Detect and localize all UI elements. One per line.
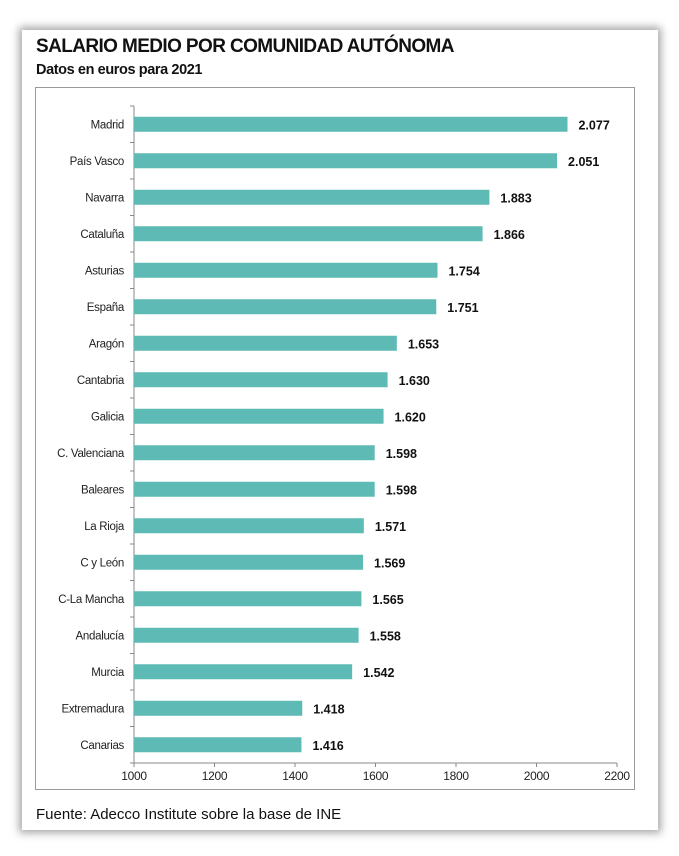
category-label: Canarias: [80, 740, 124, 752]
bar-17: [134, 737, 302, 753]
data-label: 1.571: [375, 520, 406, 534]
data-label: 1.416: [312, 739, 343, 753]
bar-12: [134, 554, 364, 570]
bar-10: [134, 481, 375, 497]
data-label: 1.418: [313, 702, 344, 716]
chart-title: SALARIO MEDIO POR COMUNIDAD AUTÓNOMA: [36, 36, 454, 57]
x-tick-label: 1800: [443, 769, 469, 783]
bar-0: [134, 116, 568, 132]
category-label: Cantabria: [77, 375, 125, 387]
category-label: Galicia: [91, 411, 125, 423]
category-label: Murcia: [91, 667, 125, 679]
bar-15: [134, 664, 353, 680]
data-label: 1.598: [386, 483, 417, 497]
data-label: 1.751: [447, 301, 478, 315]
category-label: España: [87, 302, 125, 314]
data-label: 1.754: [448, 264, 479, 278]
bar-14: [134, 627, 359, 643]
source-note: Fuente: Adecco Institute sobre la base d…: [36, 806, 342, 823]
category-label: Asturias: [85, 265, 125, 277]
x-tick-label: 1200: [202, 769, 228, 783]
x-tick-label: 1000: [121, 769, 147, 783]
category-label: Navarra: [85, 192, 125, 204]
category-label: C-La Mancha: [58, 594, 125, 606]
chart-subtitle: Datos en euros para 2021: [36, 62, 203, 78]
category-label: País Vasco: [70, 156, 124, 168]
data-label: 2.051: [568, 155, 599, 169]
category-label: Andalucía: [76, 630, 125, 642]
bar-4: [134, 262, 438, 278]
data-label: 1.558: [370, 629, 401, 643]
x-tick-label: 1400: [282, 769, 308, 783]
data-label: 1.598: [386, 447, 417, 461]
bar-7: [134, 372, 388, 388]
plot-frame: [35, 87, 635, 790]
bar-2: [134, 189, 490, 205]
data-label: 1.542: [363, 666, 394, 680]
x-tick-label: 1600: [363, 769, 389, 783]
data-label: 1.883: [500, 191, 531, 205]
bar-1: [134, 153, 558, 169]
category-label: C. Valenciana: [57, 448, 125, 460]
x-tick-label: 2200: [604, 769, 630, 783]
bar-9: [134, 445, 375, 461]
bar-13: [134, 591, 362, 607]
x-tick-label: 2000: [524, 769, 550, 783]
data-label: 1.565: [372, 593, 403, 607]
category-label: C y León: [80, 557, 124, 569]
bar-11: [134, 518, 364, 534]
data-label: 2.077: [578, 118, 609, 132]
data-label: 1.620: [395, 410, 426, 424]
bar-6: [134, 335, 397, 351]
category-label: Madrid: [91, 119, 124, 131]
bar-5: [134, 299, 437, 315]
category-label: La Rioja: [84, 521, 125, 533]
data-label: 1.866: [494, 228, 525, 242]
category-label: Aragón: [89, 338, 124, 350]
bar-16: [134, 700, 303, 716]
data-label: 1.569: [374, 556, 405, 570]
data-label: 1.653: [408, 337, 439, 351]
category-label: Cataluña: [80, 229, 125, 241]
data-label: 1.630: [399, 374, 430, 388]
category-label: Baleares: [81, 484, 125, 496]
bar-8: [134, 408, 384, 424]
category-label: Extremadura: [61, 703, 124, 715]
bar-3: [134, 226, 483, 242]
